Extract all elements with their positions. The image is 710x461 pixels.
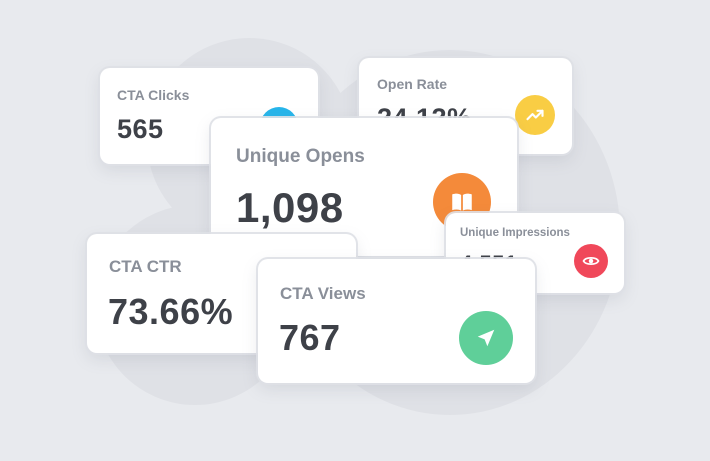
unique-opens-label: Unique Opens: [236, 146, 365, 167]
unique-impressions-label: Unique Impressions: [460, 227, 570, 239]
send-icon: [459, 311, 513, 365]
cta-views-label: CTA Views: [280, 284, 366, 303]
cta-clicks-label: CTA Clicks: [117, 87, 190, 103]
open-rate-label: Open Rate: [377, 76, 448, 92]
eye-icon: [574, 244, 608, 278]
cta-ctr-value: 73.66%: [108, 291, 234, 332]
cta-views-card: CTA Views 767: [258, 259, 535, 383]
unique-opens-card: Unique Opens 1,098: [211, 118, 517, 256]
cta-clicks-value: 565: [117, 114, 164, 144]
cta-views-value: 767: [279, 317, 341, 358]
unique-opens-value: 1,098: [236, 184, 344, 231]
trending-up-icon: [515, 95, 555, 135]
cta-ctr-label: CTA CTR: [109, 257, 182, 276]
